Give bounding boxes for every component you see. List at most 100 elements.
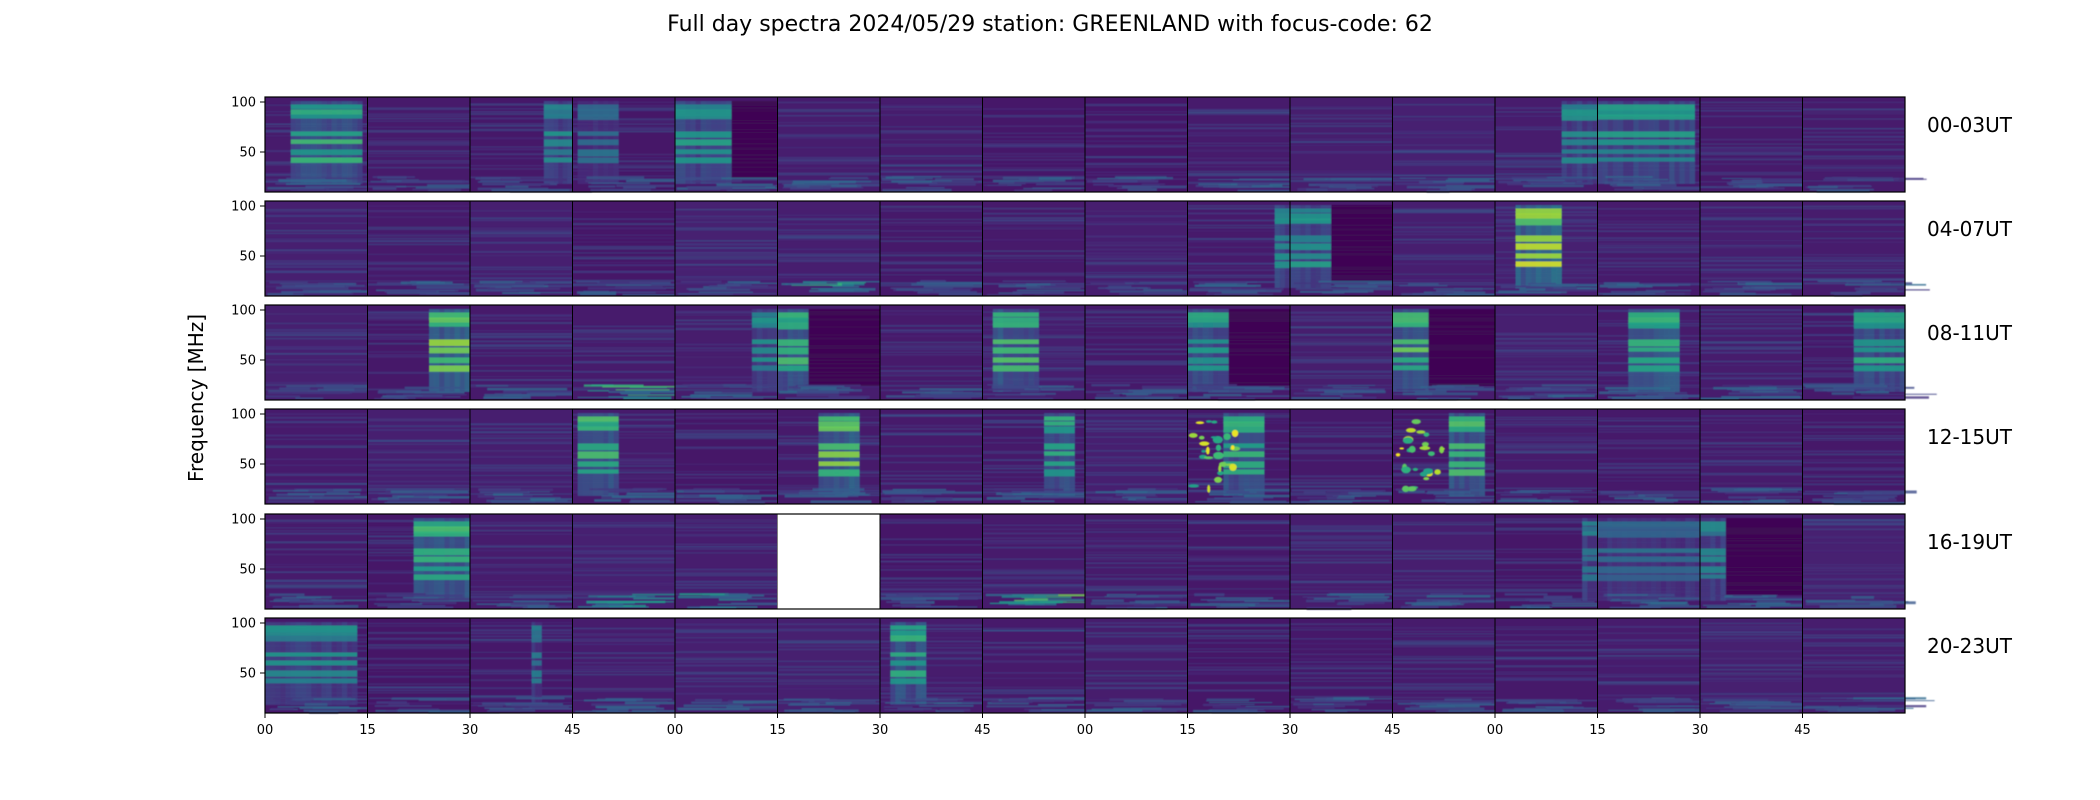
spectrum-panel bbox=[1289, 513, 1405, 610]
y-tick-label: 50 bbox=[239, 667, 256, 682]
row-frame bbox=[264, 200, 1906, 297]
panel-background bbox=[1700, 201, 1803, 296]
panel-background bbox=[1187, 618, 1290, 713]
spectrum-panel bbox=[982, 617, 1123, 714]
spectrum-panel bbox=[367, 304, 471, 401]
panel-grid bbox=[264, 96, 1937, 714]
panel-background bbox=[777, 514, 880, 609]
spectrum-panel bbox=[1289, 304, 1393, 401]
x-tick-label: 45 bbox=[1794, 723, 1811, 738]
panel-background bbox=[1802, 409, 1905, 504]
spectrum-panel bbox=[1597, 304, 1706, 401]
x-tick-label: 00 bbox=[667, 723, 684, 738]
panel-row bbox=[264, 200, 1930, 297]
spectrum-panel bbox=[1289, 96, 1404, 193]
spectrum-panel bbox=[1802, 304, 1937, 401]
spectrum-panel bbox=[469, 513, 593, 610]
row-frame bbox=[264, 304, 1906, 401]
spectrum-panel bbox=[1802, 513, 1916, 610]
spectrum-panel bbox=[572, 513, 711, 610]
spectrum-panel bbox=[1187, 513, 1305, 610]
row-label: 12-15UT bbox=[1927, 425, 2013, 449]
spectrum-panel bbox=[1494, 513, 1624, 610]
spectrum-panel bbox=[469, 200, 587, 297]
spectrum-panel bbox=[1494, 408, 1600, 505]
spectrum-panel bbox=[367, 200, 500, 297]
x-tick-label: 30 bbox=[1282, 723, 1299, 738]
spectrum-panel bbox=[1392, 304, 1512, 401]
panel-row bbox=[264, 96, 1927, 193]
x-tick-label: 15 bbox=[1179, 723, 1196, 738]
panel-background bbox=[777, 201, 880, 296]
spectrum-panel bbox=[1084, 408, 1204, 505]
spectrum-panel bbox=[1084, 304, 1219, 401]
row-frame bbox=[264, 513, 1906, 610]
spectrum-panel bbox=[879, 617, 1017, 714]
y-tick-label: 100 bbox=[231, 200, 256, 215]
spectrum-panel bbox=[572, 96, 711, 193]
panel-background bbox=[1085, 97, 1188, 192]
x-tick-label: 00 bbox=[257, 723, 274, 738]
panel-background bbox=[1187, 201, 1290, 296]
spectrum-panel bbox=[674, 200, 806, 297]
spectrum-panel bbox=[264, 617, 374, 714]
row-label: 16-19UT bbox=[1927, 530, 2013, 554]
x-tick-label: 15 bbox=[769, 723, 786, 738]
spectrum-panel bbox=[777, 617, 897, 714]
panel-background bbox=[777, 97, 880, 192]
spectrum-panel bbox=[1597, 408, 1723, 505]
panel-background bbox=[572, 305, 675, 400]
spectrum-panel bbox=[1699, 617, 1829, 714]
chart-title: Full day spectra 2024/05/29 station: GRE… bbox=[667, 12, 1433, 37]
row-frame bbox=[264, 96, 1906, 193]
spectrum-panel bbox=[777, 408, 886, 505]
spectrum-panel bbox=[469, 617, 588, 714]
x-tick-label: 15 bbox=[359, 723, 376, 738]
spectrum-panel bbox=[367, 617, 500, 714]
panel-row bbox=[264, 513, 1916, 610]
spectrum-panel bbox=[1392, 96, 1517, 193]
x-tick-label: 00 bbox=[1077, 723, 1094, 738]
x-tick-label: 30 bbox=[872, 723, 889, 738]
spectrum-panel bbox=[982, 513, 1119, 610]
panel-background bbox=[1290, 97, 1393, 192]
spectrum-panel bbox=[879, 200, 1007, 297]
panel-row bbox=[264, 617, 1935, 714]
y-tick-label: 50 bbox=[239, 563, 256, 578]
spectrum-panel bbox=[264, 200, 369, 297]
spectrum-panel bbox=[367, 408, 474, 505]
spectrum-panel bbox=[674, 96, 786, 193]
spectrum-panel bbox=[264, 96, 377, 193]
spectrum-panel bbox=[1187, 408, 1307, 505]
row-frame bbox=[264, 408, 1906, 505]
spectrum-panel bbox=[1187, 200, 1291, 297]
spectrum-panel bbox=[1084, 200, 1225, 297]
panel-background bbox=[1495, 409, 1598, 504]
spectrum-panel bbox=[674, 304, 785, 401]
panel-background bbox=[1392, 201, 1495, 296]
spectrum-panel bbox=[1494, 617, 1604, 714]
spectrum-panel bbox=[1802, 617, 1935, 714]
spectrum-panel bbox=[264, 513, 373, 610]
x-tick-label: 30 bbox=[1692, 723, 1709, 738]
y-tick-label: 100 bbox=[231, 304, 256, 319]
x-tick-label: 45 bbox=[974, 723, 991, 738]
y-tick-label: 50 bbox=[239, 354, 256, 369]
spectrum-panel bbox=[982, 304, 1089, 401]
spectrum-panel bbox=[1699, 200, 1823, 297]
y-tick-label: 50 bbox=[239, 146, 256, 161]
panel-background bbox=[982, 201, 1085, 296]
spectrum-panel bbox=[1289, 617, 1418, 714]
spectrum-panel bbox=[1699, 408, 1814, 505]
y-tick-label: 50 bbox=[239, 458, 256, 473]
spectrum-panel bbox=[572, 408, 698, 505]
spectrum-panel bbox=[367, 513, 501, 610]
panel-row bbox=[264, 304, 1937, 401]
panel-background bbox=[265, 514, 368, 609]
spectrum-panel bbox=[572, 304, 703, 401]
x-tick-label: 00 bbox=[1487, 723, 1504, 738]
row-label: 20-23UT bbox=[1927, 634, 2013, 658]
spectrum-panel bbox=[1392, 200, 1522, 297]
spectrum-panel bbox=[1802, 96, 1927, 193]
